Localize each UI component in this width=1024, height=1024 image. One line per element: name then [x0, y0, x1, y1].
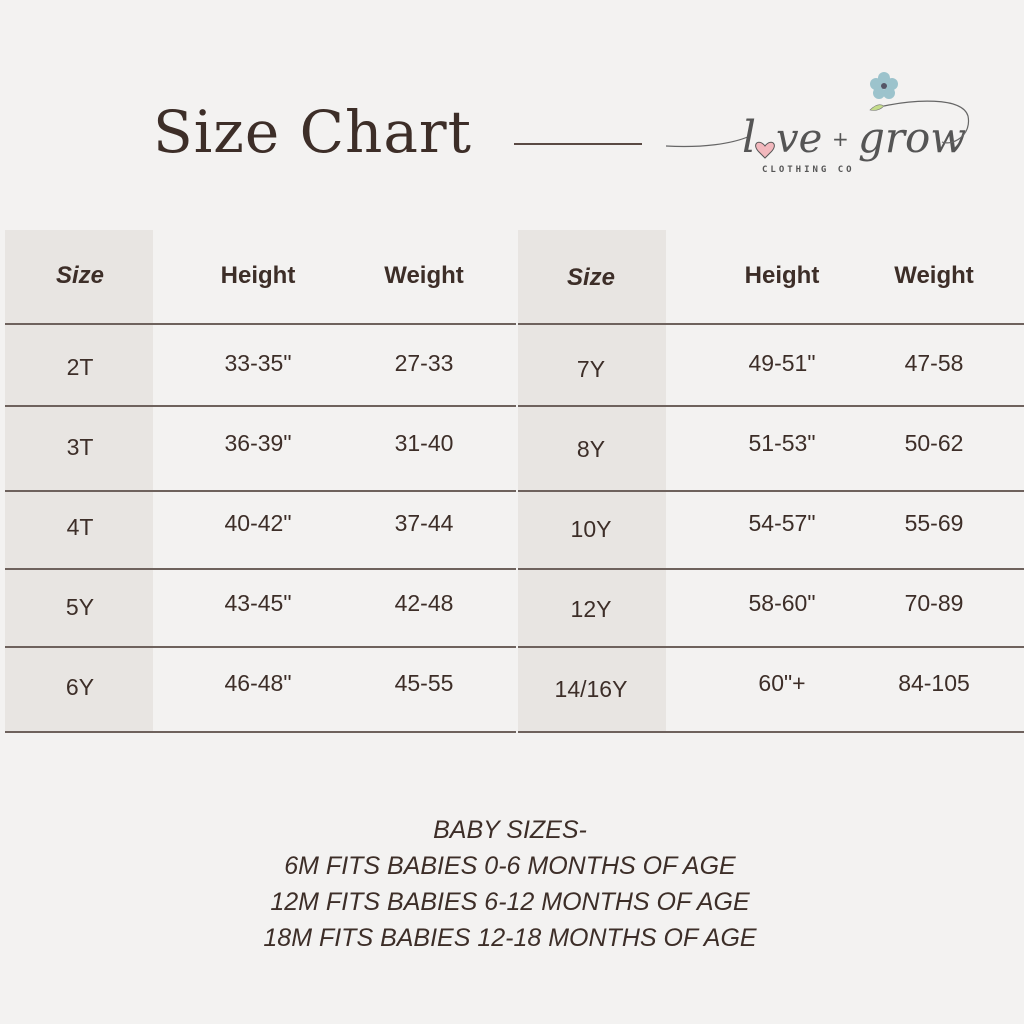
baby-size-line: 18M FITS BABIES 12-18 MONTHS OF AGE — [263, 924, 757, 952]
cell-weight: 50-62 — [904, 430, 964, 456]
baby-size-line: 6M FITS BABIES 0-6 MONTHS OF AGE — [284, 852, 736, 880]
cell-weight: 37-44 — [394, 510, 454, 536]
baby-sizes-note: BABY SIZES- 6M FITS BABIES 0-6 MONTHS OF… — [0, 812, 1020, 956]
cell-size: 7Y — [576, 356, 606, 382]
cell-size: 6Y — [65, 674, 95, 700]
cell-size: 8Y — [576, 436, 606, 462]
logo-subtext: CLOTHING CO — [762, 165, 855, 175]
cell-weight: 84-105 — [898, 670, 970, 696]
header-size: Size — [55, 262, 105, 289]
header-size: Size — [566, 264, 616, 291]
cell-size: 4T — [66, 514, 94, 540]
row-divider — [518, 405, 1024, 407]
svg-text:+: + — [832, 127, 849, 151]
cell-weight: 45-55 — [394, 670, 454, 696]
baby-size-line: 12M FITS BABIES 6-12 MONTHS OF AGE — [270, 888, 750, 916]
row-divider — [5, 731, 516, 733]
cell-height: 49-51" — [748, 350, 816, 376]
header-height: Height — [744, 262, 820, 289]
row-divider — [518, 731, 1024, 733]
svg-text:grow: grow — [858, 113, 966, 162]
header-weight: Weight — [384, 262, 464, 289]
cell-height: 54-57" — [748, 510, 816, 536]
cell-size: 2T — [66, 354, 94, 380]
cell-weight: 42-48 — [394, 590, 454, 616]
cell-weight: 47-58 — [904, 350, 964, 376]
cell-height: 51-53" — [748, 430, 816, 456]
baby-sizes-heading: BABY SIZES- — [433, 816, 587, 844]
cell-height: 60"+ — [758, 670, 806, 696]
row-divider — [518, 490, 1024, 492]
cell-height: 43-45" — [224, 590, 292, 616]
row-divider — [5, 490, 516, 492]
row-divider — [5, 646, 516, 648]
cell-height: 40-42" — [224, 510, 292, 536]
cell-weight: 27-33 — [394, 350, 454, 376]
title-divider — [514, 143, 642, 145]
cell-height: 33-35" — [224, 350, 292, 376]
row-divider — [5, 405, 516, 407]
cell-size: 12Y — [570, 596, 612, 622]
cell-weight: 55-69 — [904, 510, 964, 536]
page-title: Size Chart — [153, 98, 472, 166]
cell-height: 58-60" — [748, 590, 816, 616]
svg-text:l: l — [742, 112, 756, 163]
size-column-bg-right — [518, 230, 666, 733]
love-grow-logo: l ve + grow CLOTHING CO — [665, 72, 970, 175]
row-divider — [518, 568, 1024, 570]
cell-size: 5Y — [65, 594, 95, 620]
cell-weight: 70-89 — [904, 590, 964, 616]
cell-height: 36-39" — [224, 430, 292, 456]
size-column-bg-left — [5, 230, 153, 733]
header-height: Height — [220, 262, 296, 289]
cell-size: 14/16Y — [554, 676, 628, 702]
row-divider — [5, 323, 516, 325]
cell-size: 10Y — [570, 516, 612, 542]
cell-size: 3T — [66, 434, 94, 460]
header-weight: Weight — [894, 262, 974, 289]
cell-height: 46-48" — [224, 670, 292, 696]
cell-weight: 31-40 — [394, 430, 454, 456]
svg-text:ve: ve — [776, 116, 822, 162]
row-divider — [5, 568, 516, 570]
row-divider — [518, 323, 1024, 325]
row-divider — [518, 646, 1024, 648]
